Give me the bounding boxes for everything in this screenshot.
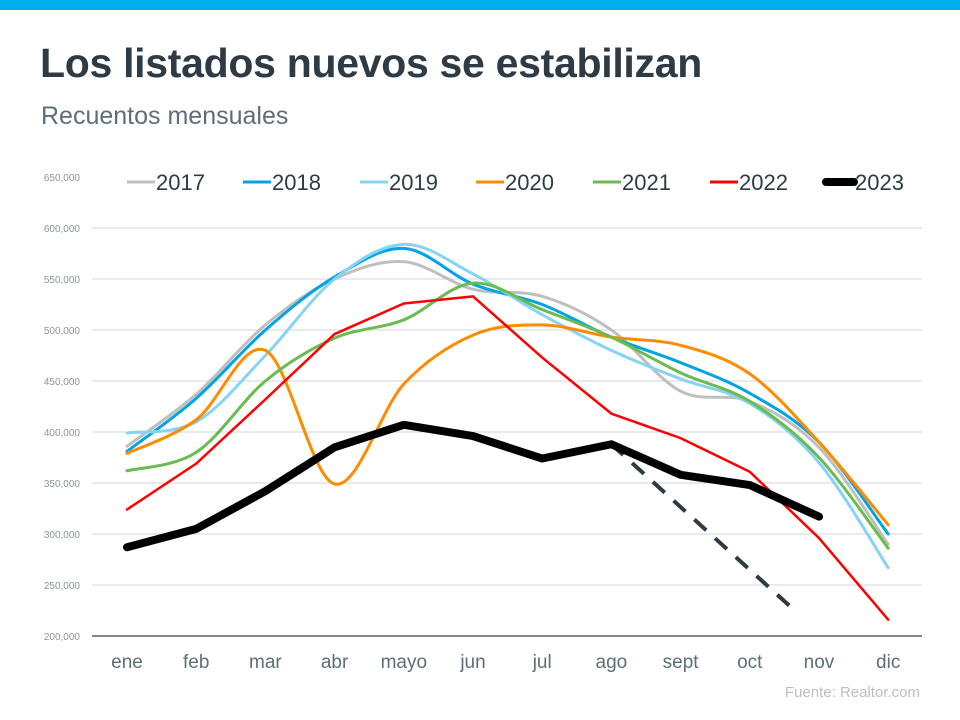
y-tick-label: 450,000 (44, 377, 81, 388)
x-tick-label: mar (249, 652, 282, 673)
legend-label: 2022 (739, 170, 788, 195)
y-tick-label: 350,000 (44, 479, 81, 490)
series-line-2023 (123, 420, 823, 552)
x-tick-label: jun (459, 652, 485, 673)
x-tick-label: jul (532, 652, 552, 673)
legend-label: 2020 (505, 170, 554, 195)
x-tick-label: abr (321, 652, 349, 673)
x-tick-label: dic (876, 652, 900, 673)
y-tick-label: 650,000 (44, 173, 81, 184)
page-subtitle: Recuentos mensuales (41, 102, 289, 130)
y-tick-label: 400,000 (44, 428, 81, 439)
x-tick-label: ene (111, 652, 143, 673)
series-line-2020 (125, 323, 890, 527)
x-tick-label: oct (737, 652, 763, 673)
series-line-2018 (125, 246, 890, 536)
y-tick-label: 250,000 (44, 581, 81, 592)
x-tick-label: ago (596, 652, 628, 673)
legend-label: 2021 (622, 170, 671, 195)
x-tick-label: feb (183, 652, 209, 673)
legend-label: 2019 (389, 170, 438, 195)
legend-label: 2023 (855, 170, 904, 195)
series-line-2022 (125, 295, 890, 621)
x-tick-label: mayo (381, 652, 427, 673)
page-title: Los listados nuevos se estabilizan (40, 40, 702, 86)
legend-label: 2017 (156, 170, 205, 195)
x-tick-label: sept (663, 652, 700, 673)
y-tick-label: 550,000 (44, 275, 81, 286)
y-tick-label: 200,000 (44, 632, 81, 643)
y-tick-label: 300,000 (44, 530, 81, 541)
series-line-2017 (125, 259, 890, 546)
series-line-2019 (125, 242, 890, 570)
projection-dashed-line (610, 442, 793, 609)
x-tick-label: nov (804, 652, 835, 673)
legend-label: 2018 (272, 170, 321, 195)
series-line-2021 (125, 281, 890, 550)
source-note: Fuente: Realtor.com (784, 684, 920, 701)
y-tick-label: 500,000 (44, 326, 81, 337)
top-accent-bar (0, 0, 960, 10)
y-tick-label: 600,000 (44, 224, 81, 235)
